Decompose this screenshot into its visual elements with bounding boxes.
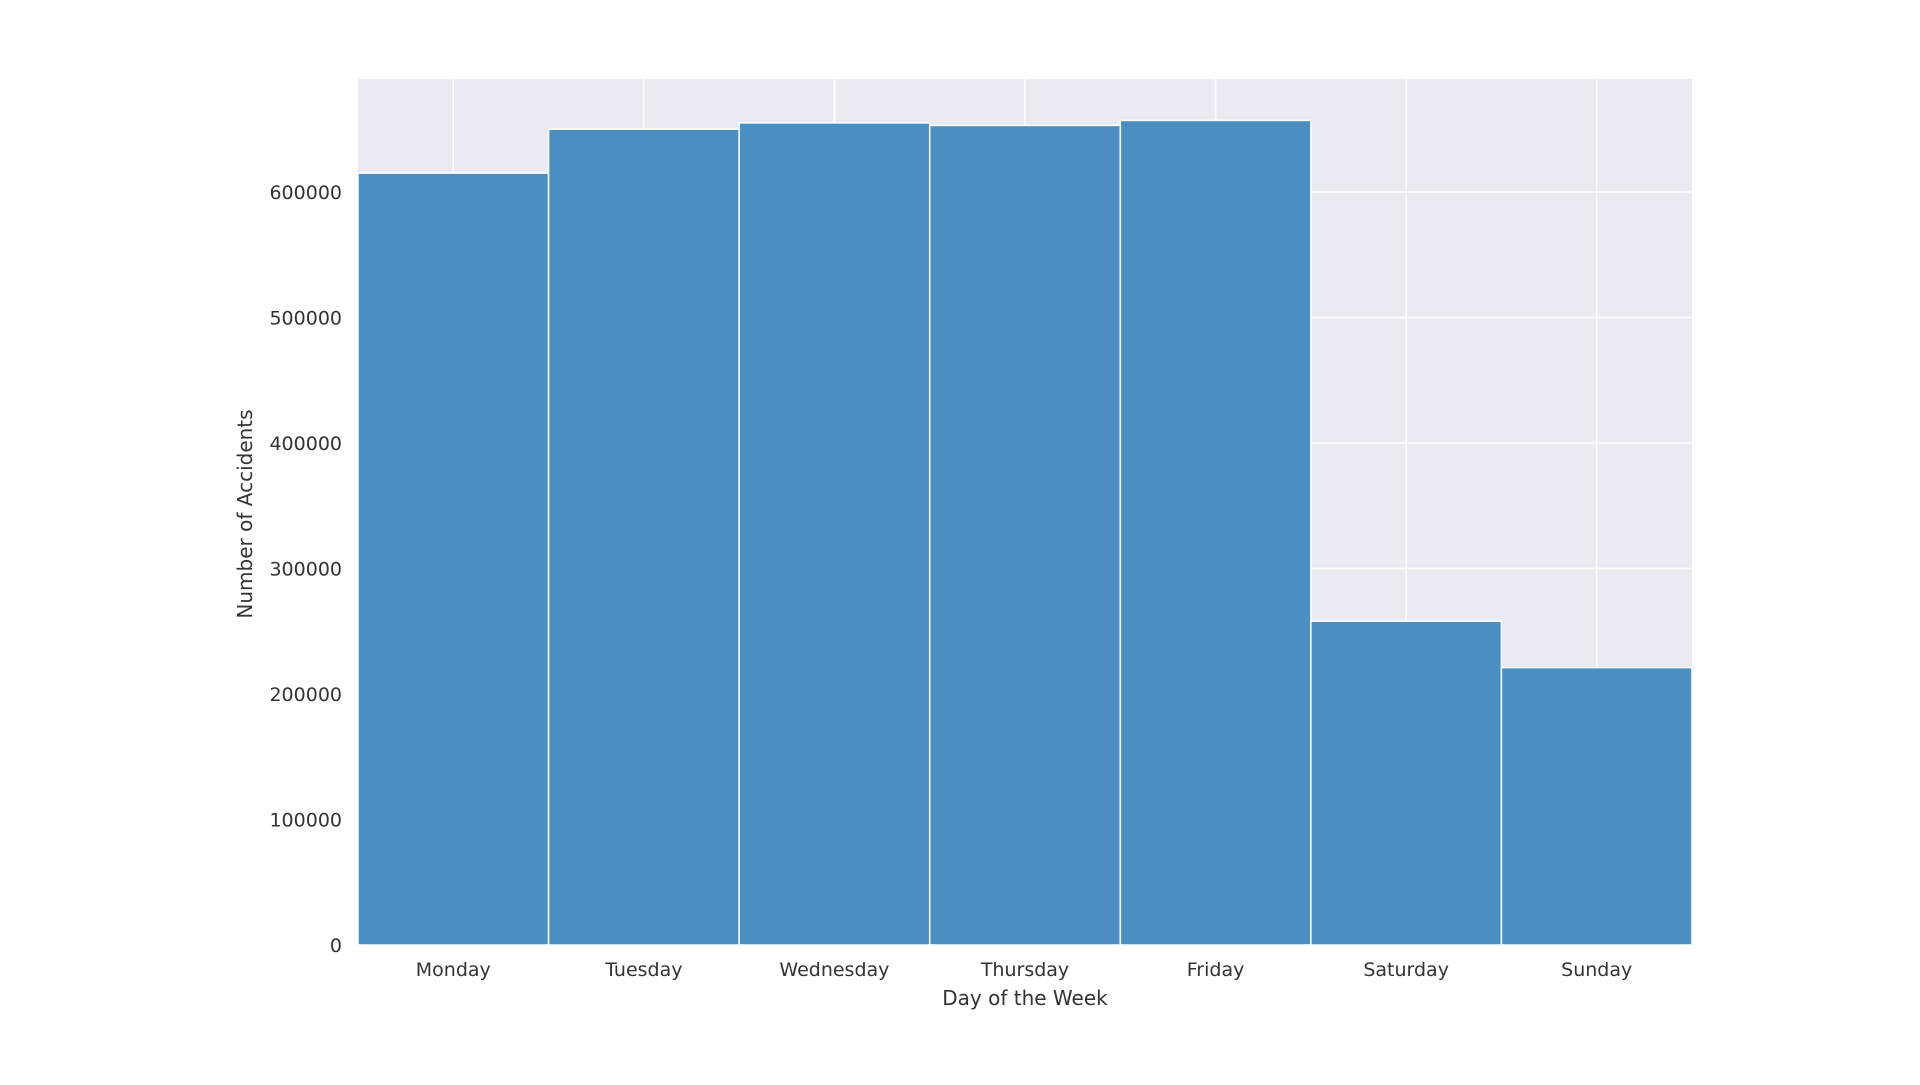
x-axis-title: Day of the Week [942, 986, 1108, 1010]
bar-saturday [1310, 620, 1503, 946]
y-tick-label: 100000 [269, 809, 342, 831]
x-tick-label: Saturday [1363, 959, 1449, 981]
bar-friday [1119, 119, 1312, 946]
bar-monday [357, 172, 550, 946]
bar-thursday [928, 124, 1122, 946]
bar-sunday [1500, 666, 1693, 946]
x-tick-label: Thursday [980, 959, 1069, 981]
y-tick-label: 200000 [269, 684, 342, 706]
x-tick-label: Wednesday [779, 959, 889, 981]
x-tick-label: Tuesday [604, 959, 682, 981]
y-tick-label: 600000 [269, 182, 342, 204]
y-tick-label: 300000 [269, 558, 342, 580]
bar-wednesday [738, 122, 931, 946]
x-tick-label: Sunday [1561, 959, 1632, 981]
x-tick-label: Monday [416, 959, 491, 981]
y-tick-label: 0 [330, 935, 342, 957]
x-tick-label: Friday [1187, 959, 1245, 981]
y-axis-ticks: 0 100000 200000 300000 400000 500000 600000 [269, 182, 342, 957]
x-axis-ticks: Monday Tuesday Wednesday Thursday Friday Satu… [416, 959, 1632, 981]
bar-tuesday [547, 128, 740, 946]
y-tick-label: 500000 [269, 307, 342, 329]
y-tick-label: 400000 [269, 433, 342, 455]
y-axis-title: Number of Accidents [233, 409, 257, 618]
bars [357, 119, 1693, 946]
